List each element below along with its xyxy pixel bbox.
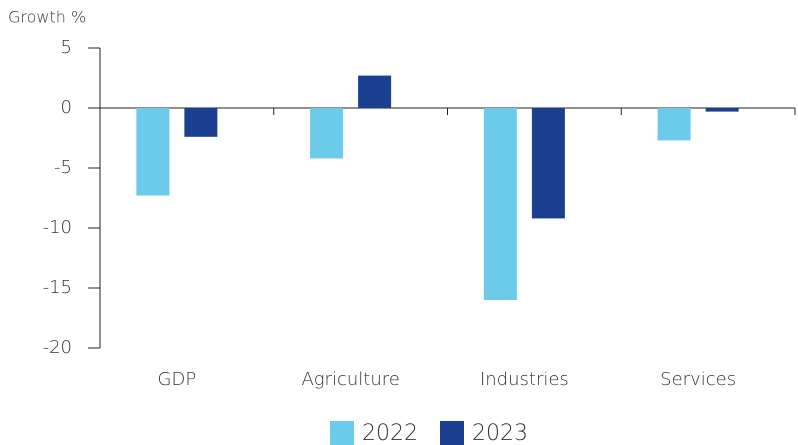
bar — [657, 108, 691, 141]
y-tick-label: -20 — [43, 337, 72, 358]
y-tick-label: 5 — [61, 37, 72, 58]
legend-swatch — [440, 421, 464, 445]
x-tick-label: Agriculture — [301, 369, 399, 390]
bar — [531, 108, 565, 219]
y-tick-label: -10 — [43, 217, 72, 238]
bar — [136, 108, 170, 196]
bar — [483, 108, 517, 300]
legend-label: 2022 — [362, 421, 418, 445]
legend-label: 2023 — [472, 421, 528, 445]
y-tick-label: -15 — [43, 277, 72, 298]
y-tick-label: -5 — [54, 157, 72, 178]
y-axis-title: Growth % — [8, 8, 86, 27]
x-tick-label: Services — [660, 369, 736, 390]
bar — [310, 108, 344, 159]
legend-swatch — [330, 421, 354, 445]
x-tick-label: GDP — [158, 369, 197, 390]
bar — [705, 108, 739, 112]
y-tick-label: 0 — [61, 97, 72, 118]
x-tick-label: Industries — [480, 369, 569, 390]
bar — [358, 75, 392, 108]
bar — [184, 108, 218, 137]
